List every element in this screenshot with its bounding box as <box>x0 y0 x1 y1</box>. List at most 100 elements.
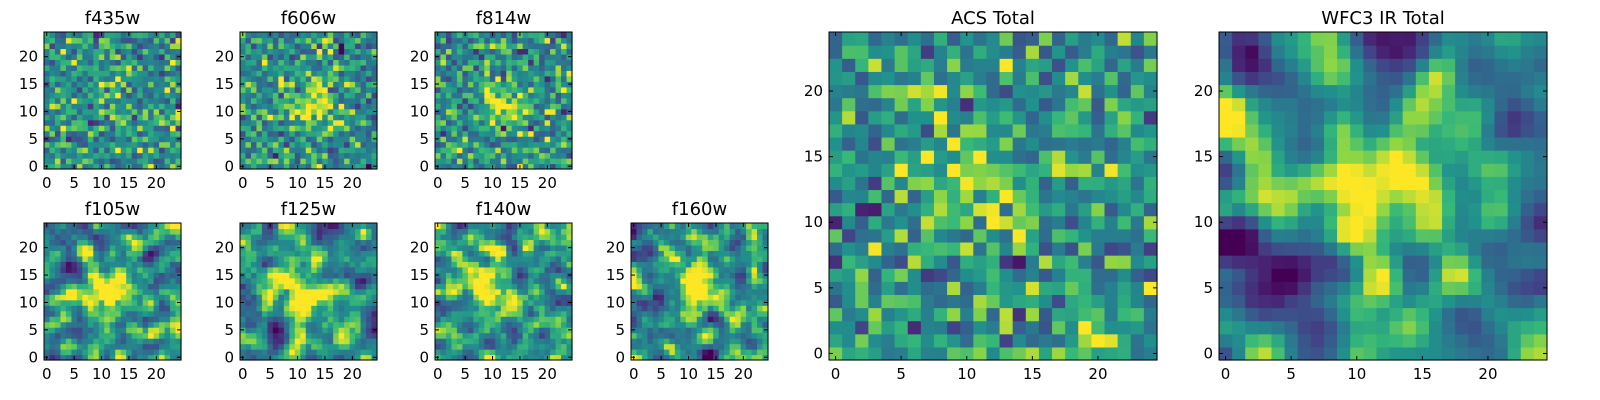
heatmap-cell <box>240 92 247 99</box>
heatmap-cell <box>500 119 507 126</box>
heatmap-cell <box>539 108 546 115</box>
heatmap-cell <box>371 310 378 317</box>
heatmap-cell <box>842 307 856 322</box>
y-tick-label: 0 <box>419 157 429 175</box>
heatmap-cell <box>175 92 182 99</box>
heatmap-cell <box>71 119 78 126</box>
heatmap-cell <box>283 244 290 251</box>
heatmap-cell <box>489 239 496 246</box>
heatmap-cell <box>631 283 638 290</box>
heatmap-cell <box>641 316 649 323</box>
heatmap-cell <box>456 136 463 143</box>
heatmap-cell <box>440 114 447 121</box>
heatmap-cell <box>115 343 122 350</box>
heatmap-cell <box>148 163 155 170</box>
heatmap-cell <box>267 288 274 295</box>
heatmap-cell <box>93 130 100 137</box>
heatmap-cell <box>746 332 753 339</box>
heatmap-cell <box>1052 228 1066 243</box>
heatmap-cell <box>120 130 127 137</box>
heatmap-cell <box>355 163 362 170</box>
heatmap-cell <box>153 321 160 328</box>
heatmap-cell <box>528 119 535 126</box>
heatmap-cell <box>696 316 703 323</box>
heatmap-cell <box>467 321 474 328</box>
heatmap-cell <box>566 125 573 132</box>
heatmap-cell <box>60 32 67 39</box>
heatmap-cell <box>60 147 67 154</box>
heatmap-cell <box>300 332 307 339</box>
heatmap-cell <box>289 316 296 323</box>
heatmap-cell <box>104 37 111 44</box>
heatmap-cell <box>478 321 485 328</box>
heatmap-cell <box>76 338 83 345</box>
heatmap-cell <box>344 239 351 246</box>
heatmap-cell <box>1078 228 1092 243</box>
heatmap-cell <box>76 158 83 165</box>
heatmap-cell <box>289 141 296 148</box>
heatmap-cell <box>517 48 524 55</box>
heatmap-cell <box>137 349 144 356</box>
heatmap-cell <box>87 147 94 154</box>
heatmap-cell <box>333 125 340 132</box>
heatmap-cell <box>71 299 78 306</box>
heatmap-cell <box>500 223 507 230</box>
heatmap-cell <box>109 250 116 257</box>
heatmap-cell <box>65 233 72 241</box>
heatmap-cell <box>60 338 67 345</box>
heatmap-cell <box>533 42 540 50</box>
heatmap-cell <box>137 125 144 132</box>
heatmap-cell <box>294 158 301 165</box>
heatmap-cell <box>142 338 149 345</box>
heatmap-cell <box>680 277 687 284</box>
heatmap-cell <box>148 114 155 121</box>
heatmap-cell <box>762 283 769 290</box>
heatmap-cell <box>137 59 144 66</box>
heatmap-cell <box>550 261 557 268</box>
heatmap-cell <box>522 283 529 290</box>
heatmap-cell <box>544 338 551 345</box>
heatmap-cell <box>473 70 480 77</box>
heatmap-cell <box>550 228 557 235</box>
heatmap-cell <box>641 343 649 350</box>
heatmap-cell <box>65 158 72 165</box>
heatmap-cell <box>272 327 279 334</box>
heatmap-cell <box>746 266 753 273</box>
heatmap-cell <box>120 59 127 66</box>
heatmap-cell <box>316 266 323 273</box>
heatmap-cell <box>445 299 453 306</box>
heatmap-cell <box>283 223 290 230</box>
heatmap-cell <box>98 130 105 137</box>
heatmap-cell <box>49 288 56 295</box>
heatmap-cell <box>973 268 988 282</box>
heatmap-cell <box>829 163 843 177</box>
heatmap-cell <box>366 48 373 55</box>
heatmap-cell <box>82 92 89 99</box>
heatmap-cell <box>104 316 111 323</box>
heatmap-cell <box>44 332 51 339</box>
heatmap-cell <box>1104 281 1119 295</box>
heatmap-cell <box>82 81 89 88</box>
heatmap-cell <box>691 266 698 273</box>
heatmap-cell <box>829 333 843 348</box>
heatmap-cell <box>566 42 573 50</box>
heatmap-cell <box>294 343 301 350</box>
heatmap-cell <box>60 70 67 77</box>
heatmap-cell <box>60 114 67 121</box>
heatmap-cell <box>473 75 480 82</box>
heatmap-cell <box>999 189 1014 204</box>
heatmap-cell <box>999 150 1014 164</box>
heatmap-cell <box>137 266 144 273</box>
heatmap-cell <box>49 266 56 273</box>
heatmap-cell <box>170 283 177 290</box>
heatmap-cell <box>533 114 540 121</box>
heatmap-cell <box>555 81 562 88</box>
heatmap-cell <box>517 261 524 268</box>
heatmap-cell <box>473 141 480 148</box>
heatmap-cell <box>82 114 89 121</box>
heatmap-cell <box>500 349 507 356</box>
heatmap-cell <box>283 283 290 290</box>
heatmap-cell <box>71 255 78 262</box>
heatmap-cell <box>87 114 94 121</box>
heatmap-cell <box>87 92 94 99</box>
